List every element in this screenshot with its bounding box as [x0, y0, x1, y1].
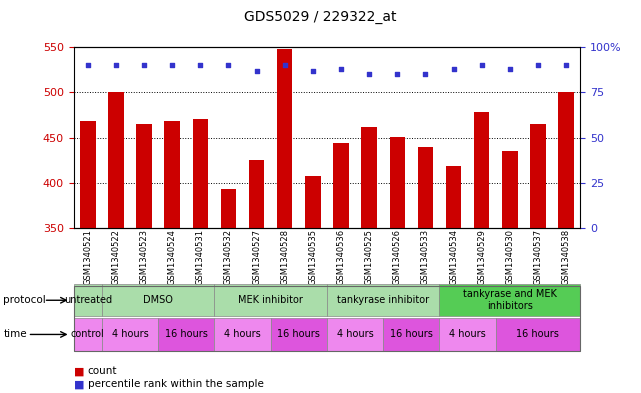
Text: 4 hours: 4 hours	[224, 329, 261, 340]
Point	[223, 62, 233, 68]
Text: ■: ■	[74, 366, 84, 376]
Point	[476, 62, 487, 68]
Bar	[445, 165, 462, 228]
Point	[533, 62, 543, 68]
Text: untreated: untreated	[63, 295, 112, 305]
Bar	[390, 137, 405, 228]
Text: MEK inhibitor: MEK inhibitor	[238, 295, 303, 305]
Bar	[530, 124, 545, 228]
Point	[420, 71, 431, 77]
Bar	[165, 121, 180, 228]
Text: 16 hours: 16 hours	[165, 329, 208, 340]
Text: count: count	[88, 366, 117, 376]
Point	[449, 66, 459, 72]
Text: 16 hours: 16 hours	[390, 329, 433, 340]
Point	[251, 68, 262, 74]
Bar	[362, 127, 377, 228]
Bar	[108, 92, 124, 228]
Point	[308, 68, 318, 74]
Point	[167, 62, 178, 68]
Point	[364, 71, 374, 77]
Text: ■: ■	[74, 379, 84, 389]
Bar	[137, 124, 152, 228]
Bar	[502, 151, 517, 228]
Bar	[80, 121, 96, 228]
Bar	[221, 189, 236, 228]
Point	[392, 71, 403, 77]
Text: GDS5029 / 229322_at: GDS5029 / 229322_at	[244, 10, 397, 24]
Point	[504, 66, 515, 72]
Point	[139, 62, 149, 68]
Text: 4 hours: 4 hours	[337, 329, 374, 340]
Bar	[558, 92, 574, 228]
Point	[279, 62, 290, 68]
Point	[111, 62, 121, 68]
Bar	[277, 49, 292, 228]
Bar	[474, 112, 489, 228]
Text: 4 hours: 4 hours	[449, 329, 486, 340]
Text: time: time	[3, 329, 27, 340]
Text: 4 hours: 4 hours	[112, 329, 148, 340]
Text: percentile rank within the sample: percentile rank within the sample	[88, 379, 263, 389]
Point	[195, 62, 205, 68]
Text: tankyrase inhibitor: tankyrase inhibitor	[337, 295, 429, 305]
Bar	[333, 143, 349, 228]
Bar	[418, 147, 433, 228]
Text: 16 hours: 16 hours	[278, 329, 320, 340]
Point	[336, 66, 346, 72]
Bar	[305, 176, 320, 228]
Text: control: control	[71, 329, 104, 340]
Text: 16 hours: 16 hours	[517, 329, 560, 340]
Point	[83, 62, 93, 68]
Text: protocol: protocol	[3, 295, 46, 305]
Text: tankyrase and MEK
inhibitors: tankyrase and MEK inhibitors	[463, 290, 557, 311]
Bar	[192, 119, 208, 228]
Bar	[249, 160, 264, 228]
Point	[561, 62, 571, 68]
Text: DMSO: DMSO	[143, 295, 173, 305]
